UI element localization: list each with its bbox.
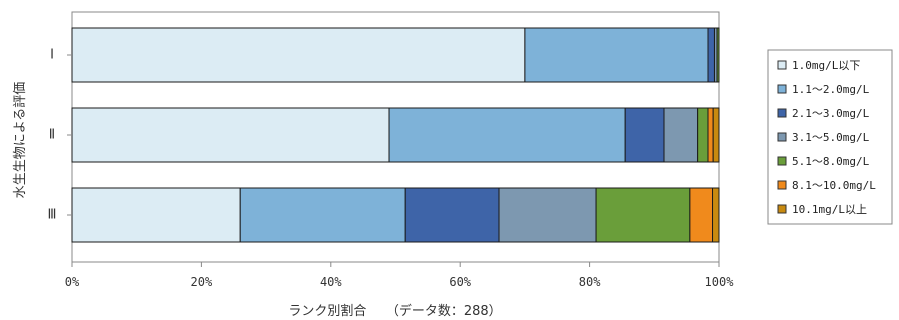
x-tick-label: 40% [320,275,342,289]
x-tick-label: 60% [449,275,471,289]
legend-box [767,49,893,225]
y-tick-label: Ⅲ [48,208,57,223]
bar-segment-3-1 [71,187,241,243]
x-axis-title: ランク別割合 （データ数：288） [288,303,501,319]
legend-label: 8.1～10.0mg/L [792,179,876,192]
y-tick-label: Ⅰ [50,48,54,63]
legend-swatch [777,132,787,142]
bar-segment-3-7 [712,187,720,243]
bar-segment-2-2 [388,107,626,163]
legend-label: 2.1～3.0mg/L [792,107,870,120]
legend-label: 1.0mg/L以下 [792,59,860,72]
bar-segment-3-5 [595,187,691,243]
bar-segment-2-6 [707,107,714,163]
bar-segment-2-3 [624,107,665,163]
y-tick-label: Ⅱ [49,128,55,143]
bar-segment-1-5 [716,27,720,83]
legend: 1.0mg/L以下 1.1～2.0mg/L 2.1～3.0mg/L 3.1～5.0mg… [767,49,893,225]
legend-swatch [777,180,787,190]
legend-label: 3.1～5.0mg/L [792,131,870,144]
bar-segment-2-5 [697,107,709,163]
y-axis-title: 水生生物による評価 [13,82,28,199]
x-tick-label: 80% [579,275,601,289]
bar-segment-3-6 [689,187,714,243]
bar-segment-3-3 [404,187,500,243]
legend-label: 5.1～8.0mg/L [792,155,870,168]
bar-segment-2-4 [663,107,699,163]
x-tick-label: 0% [65,275,80,289]
bar-segment-1-3 [707,27,715,83]
legend-label: 1.1～2.0mg/L [792,83,870,96]
legend-swatch [777,84,787,94]
legend-swatch [777,156,787,166]
bar-segment-2-7 [712,107,720,163]
legend-swatch [777,204,787,214]
bar-segment-3-4 [498,187,597,243]
x-tick-label: 20% [191,275,213,289]
legend-swatch [777,108,787,118]
bar-segment-1-1 [71,27,526,83]
bar-segment-1-2 [524,27,709,83]
legend-swatch [777,60,787,70]
x-tick-label: 100% [705,275,735,289]
legend-label: 10.1mg/L以上 [792,203,867,216]
bar-segment-3-2 [239,187,406,243]
bar-segment-2-1 [71,107,390,163]
